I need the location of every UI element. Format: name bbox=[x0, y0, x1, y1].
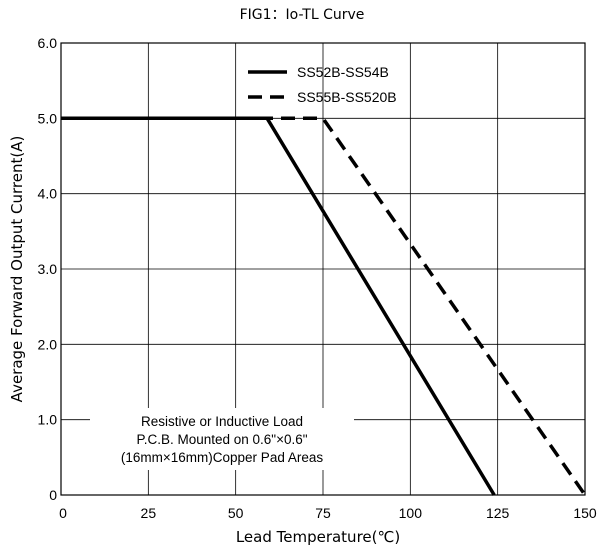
legend-label-ss52b: SS52B-SS54B bbox=[297, 64, 389, 80]
tick-labels: 0 25 50 75 100 125 150 0 1.0 2.0 3.0 4.0 5.0 6.0 bbox=[38, 35, 597, 521]
x-tick-label: 150 bbox=[573, 505, 597, 521]
y-tick-label: 2.0 bbox=[38, 336, 58, 352]
y-tick-label: 1.0 bbox=[38, 412, 58, 428]
x-tick-label: 25 bbox=[141, 505, 157, 521]
x-axis-label: Lead Temperature(℃) bbox=[236, 528, 400, 546]
annotation-line-3: (16mm×16mm)Copper Pad Areas bbox=[121, 450, 323, 465]
y-tick-label: 5.0 bbox=[38, 110, 58, 126]
y-tick-label: 6.0 bbox=[38, 35, 58, 51]
y-tick-label: 4.0 bbox=[38, 186, 58, 202]
annotation-line-1: Resistive or Inductive Load bbox=[141, 414, 303, 429]
series-lines bbox=[61, 116, 587, 496]
legend-label-ss55b: SS55B-SS520B bbox=[297, 89, 397, 105]
y-tick-label: 3.0 bbox=[38, 261, 58, 277]
annotation-box: Resistive or Inductive Load P.C.B. Mount… bbox=[90, 408, 354, 470]
y-tick-label: 0 bbox=[49, 487, 57, 503]
x-tick-label: 75 bbox=[315, 505, 331, 521]
x-tick-label: 125 bbox=[486, 505, 510, 521]
legend: SS52B-SS54B SS55B-SS520B bbox=[248, 64, 397, 105]
annotation-background bbox=[90, 408, 354, 470]
annotation-line-2: P.C.B. Mounted on 0.6"×0.6" bbox=[136, 432, 307, 447]
x-tick-label: 100 bbox=[399, 505, 423, 521]
chart-title: FIG1：Io-TL Curve bbox=[240, 7, 365, 23]
x-tick-label: 50 bbox=[228, 505, 244, 521]
x-tick-label: 0 bbox=[59, 505, 67, 521]
plot-frame bbox=[60, 42, 586, 496]
y-axis-label: Average Forward Output Current(A) bbox=[8, 136, 26, 403]
